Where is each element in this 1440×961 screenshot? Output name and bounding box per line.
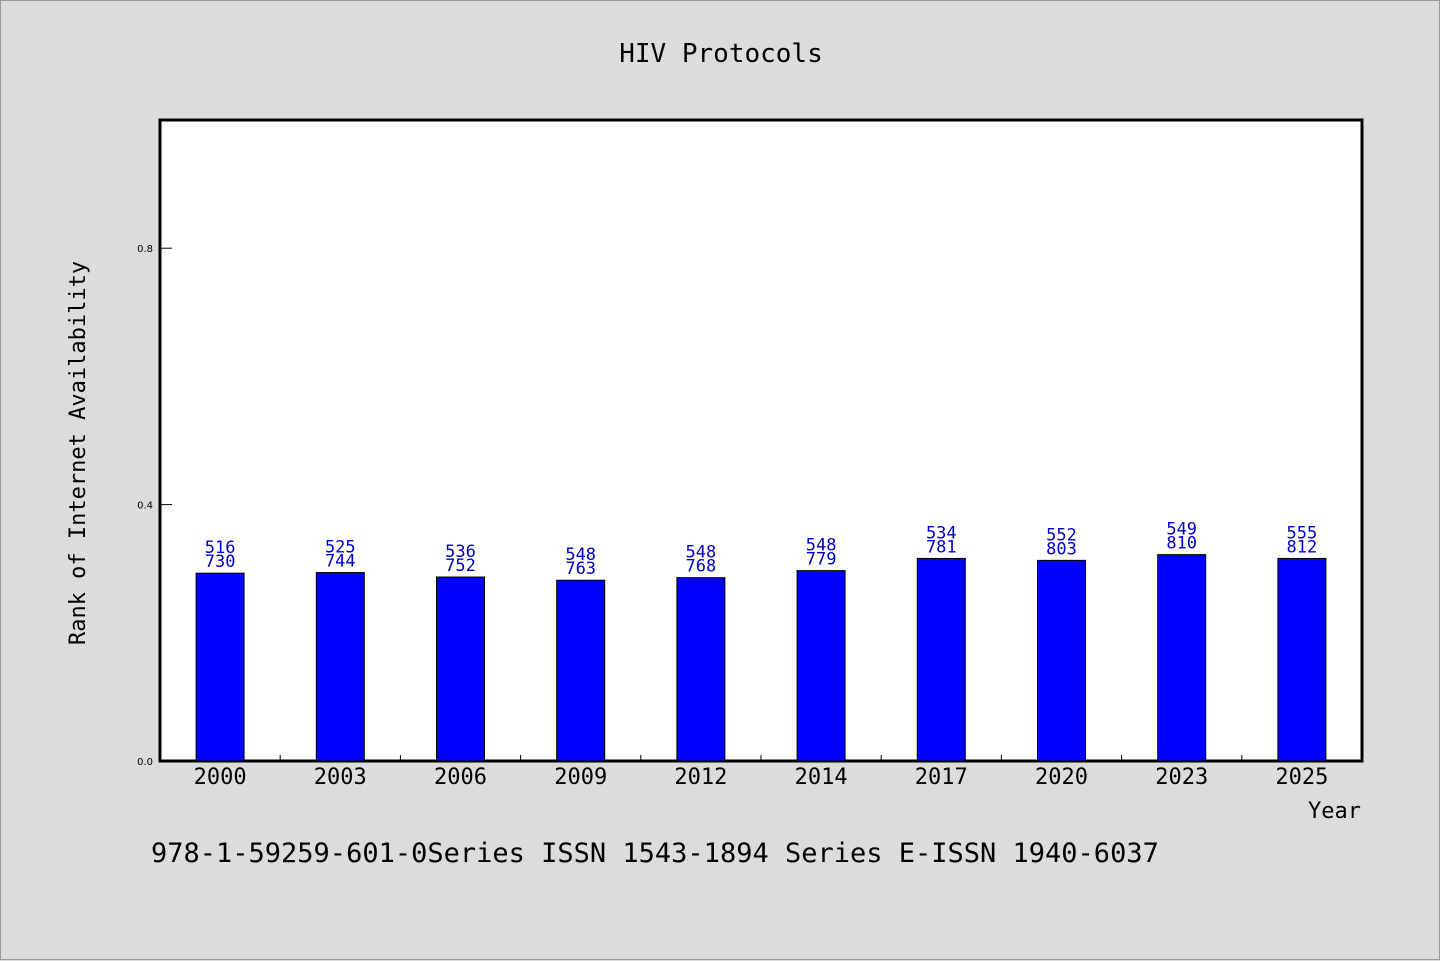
x-tick-label-2003: 2003 bbox=[314, 765, 367, 790]
bar-2009 bbox=[556, 579, 606, 762]
data-label-bottom-2012: 768 bbox=[686, 557, 717, 577]
chart-title: HIV Protocols bbox=[619, 39, 823, 69]
data-label-bottom-2025: 812 bbox=[1287, 537, 1318, 557]
x-axis: 2000 2003 2006 2009 2012 2014 2017 2020 2023 2025 bbox=[194, 755, 1328, 790]
y-axis-label: Rank of Internet Availability bbox=[66, 261, 91, 645]
data-label-top-2014: 548 bbox=[806, 536, 837, 556]
data-label-top-2017: 534 bbox=[926, 523, 957, 543]
x-axis-label: Year bbox=[1308, 799, 1361, 824]
bar-2023 bbox=[1157, 554, 1207, 762]
data-label-top-2003: 525 bbox=[325, 538, 356, 558]
data-label-bottom-2009: 763 bbox=[565, 559, 596, 579]
y-tick-label-1: 0.4 bbox=[137, 501, 153, 512]
bar-2017 bbox=[916, 557, 966, 762]
x-tick-label-2023: 2023 bbox=[1155, 765, 1208, 790]
x-tick-label-2025: 2025 bbox=[1275, 765, 1328, 790]
x-tick-label-2020: 2020 bbox=[1035, 765, 1088, 790]
data-label-bottom-2017: 781 bbox=[926, 537, 957, 557]
data-label-top-2000: 516 bbox=[205, 538, 236, 558]
data-label-top-2020: 552 bbox=[1046, 525, 1077, 545]
x-tick-label-2012: 2012 bbox=[674, 765, 727, 790]
bar-2014 bbox=[796, 570, 846, 762]
data-label-top-2023: 549 bbox=[1166, 520, 1197, 540]
bar-2003 bbox=[315, 572, 365, 762]
data-label-bottom-2003: 744 bbox=[325, 552, 356, 572]
y-tick-label-0: 0.0 bbox=[137, 757, 153, 768]
data-label-top-2006: 536 bbox=[445, 542, 476, 562]
x-tick-label-2009: 2009 bbox=[554, 765, 607, 790]
data-label-bottom-2006: 752 bbox=[445, 556, 476, 576]
bar-2006 bbox=[436, 576, 485, 762]
data-label-bottom-2000: 730 bbox=[205, 552, 236, 572]
x-tick-label-2000: 2000 bbox=[194, 765, 247, 790]
bar-2012 bbox=[676, 577, 726, 762]
bar-2020 bbox=[1037, 559, 1086, 762]
data-label-bottom-2020: 803 bbox=[1046, 539, 1077, 559]
x-tick-label-2006: 2006 bbox=[434, 765, 487, 790]
bar-2000 bbox=[195, 572, 245, 762]
x-tick-label-2014: 2014 bbox=[795, 765, 848, 790]
data-label-top-2025: 555 bbox=[1287, 523, 1318, 543]
footer-text: 978-1-59259-601-0Series ISSN 1543-1894 S… bbox=[151, 838, 1159, 869]
y-axis: 0.0 0.4 0.8 bbox=[137, 244, 172, 768]
data-label-bottom-2023: 810 bbox=[1166, 534, 1197, 554]
data-label-top-2009: 548 bbox=[565, 545, 596, 565]
bars-group bbox=[195, 554, 1327, 762]
x-tick-label-2017: 2017 bbox=[915, 765, 968, 790]
data-label-top-2012: 548 bbox=[686, 543, 717, 563]
data-label-bottom-2014: 779 bbox=[806, 550, 837, 570]
y-tick-label-2: 0.8 bbox=[137, 244, 153, 255]
bar-2025 bbox=[1277, 557, 1327, 762]
